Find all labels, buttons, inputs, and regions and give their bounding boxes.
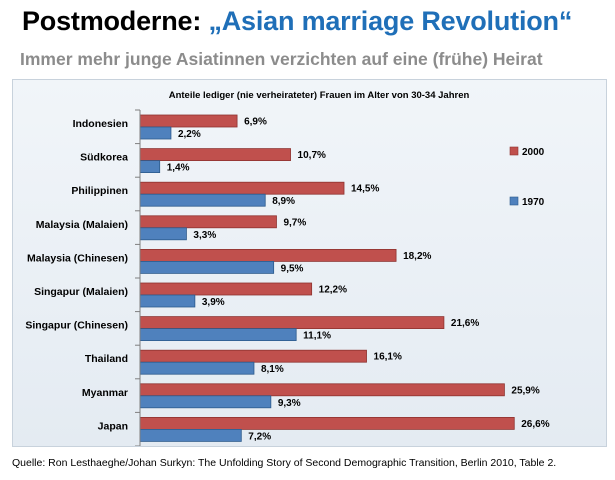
bar-1970-thailand <box>139 361 255 375</box>
category-label-malaysia-malaien: Malaysia (Malaien) <box>36 219 128 231</box>
bar-1970-malaysia-chinesen <box>139 260 275 274</box>
data-label-1970-philippinen: 8,9% <box>272 196 295 207</box>
chart-area: Anteile lediger (nie verheirateter) Frau… <box>12 79 607 447</box>
bar-2000-malaysia-chinesen <box>139 248 397 262</box>
title-prefix: Postmoderne: <box>22 6 202 36</box>
bar-chart: Anteile lediger (nie verheirateter) Frau… <box>25 90 550 447</box>
data-label-2000-indonesien: 6,9% <box>244 117 267 128</box>
bar-1970-malaysia-malaien <box>139 227 187 241</box>
data-label-1970-indonesien: 2,2% <box>178 129 201 140</box>
data-label-1970-singapur-malaien: 3,9% <box>202 297 225 308</box>
category-label-indonesien: Indonesien <box>73 118 128 130</box>
data-label-2000-singapur-chinesen: 21,6% <box>451 318 479 329</box>
slide-title: Postmoderne: „Asian marriage Revolution“ <box>22 6 572 37</box>
bar-1970-indonesien <box>139 126 172 140</box>
data-label-1970-singapur-chinesen: 11,1% <box>303 331 331 342</box>
slide-subtitle: Immer mehr junge Asiatinnen verzichten a… <box>20 49 543 69</box>
bar-1970-singapur-malaien <box>139 294 196 308</box>
data-label-2000-thailand: 16,1% <box>374 352 402 363</box>
chart-title: Anteile lediger (nie verheirateter) Frau… <box>169 90 470 101</box>
data-label-2000-malaysia-malaien: 9,7% <box>283 217 306 228</box>
category-label-singapur-chinesen: Singapur (Chinesen) <box>25 320 128 332</box>
category-label-singapur-malaien: Singapur (Malaien) <box>34 286 128 298</box>
source-note: Quelle: Ron Lesthaeghe/Johan Surkyn: The… <box>12 457 557 469</box>
bar-2000-indonesien <box>139 114 238 128</box>
category-label-malaysia-chinesen: Malaysia (Chinesen) <box>27 252 128 264</box>
data-label-1970-malaysia-malaien: 3,3% <box>193 230 216 241</box>
category-label-philippinen: Philippinen <box>71 185 128 197</box>
title-highlight: „Asian marriage Revolution“ <box>208 6 573 36</box>
bar-2000-singapur-malaien <box>139 282 313 296</box>
bar-1970-sudkorea <box>139 160 161 173</box>
data-label-2000-malaysia-chinesen: 18,2% <box>403 251 431 262</box>
legend-label-1970: 1970 <box>522 197 545 208</box>
data-label-1970-sudkorea: 1,4% <box>167 163 190 174</box>
data-label-2000-japan: 26,6% <box>521 419 549 430</box>
category-label-thailand: Thailand <box>85 353 128 365</box>
bar-2000-thailand <box>139 349 367 363</box>
data-label-1970-japan: 7,2% <box>248 431 271 442</box>
bar-2000-japan <box>139 416 515 430</box>
data-label-1970-thailand: 8,1% <box>261 364 284 375</box>
legend-label-2000: 2000 <box>522 147 545 158</box>
bar-2000-philippinen <box>139 181 345 195</box>
category-label-japan: Japan <box>98 420 128 432</box>
bar-1970-myanmar <box>139 395 272 409</box>
data-label-1970-malaysia-chinesen: 9,5% <box>281 263 304 274</box>
data-label-2000-philippinen: 14,5% <box>351 184 379 195</box>
data-label-2000-sudkorea: 10,7% <box>298 150 326 161</box>
bar-2000-singapur-chinesen <box>139 316 445 330</box>
legend-swatch-2000 <box>509 146 519 156</box>
legend-swatch-1970 <box>509 196 519 206</box>
bar-1970-singapur-chinesen <box>139 328 297 342</box>
bar-1970-philippinen <box>139 193 266 207</box>
bar-1970-japan <box>139 428 242 442</box>
bar-2000-sudkorea <box>139 148 291 161</box>
data-label-2000-myanmar: 25,9% <box>511 385 539 396</box>
data-label-1970-myanmar: 9,3% <box>278 398 301 409</box>
category-label-myanmar: Myanmar <box>82 387 128 399</box>
bar-2000-myanmar <box>139 383 505 397</box>
data-label-2000-singapur-malaien: 12,2% <box>319 285 347 296</box>
category-label-sudkorea: Südkorea <box>80 152 128 164</box>
bar-2000-malaysia-malaien <box>139 215 277 229</box>
